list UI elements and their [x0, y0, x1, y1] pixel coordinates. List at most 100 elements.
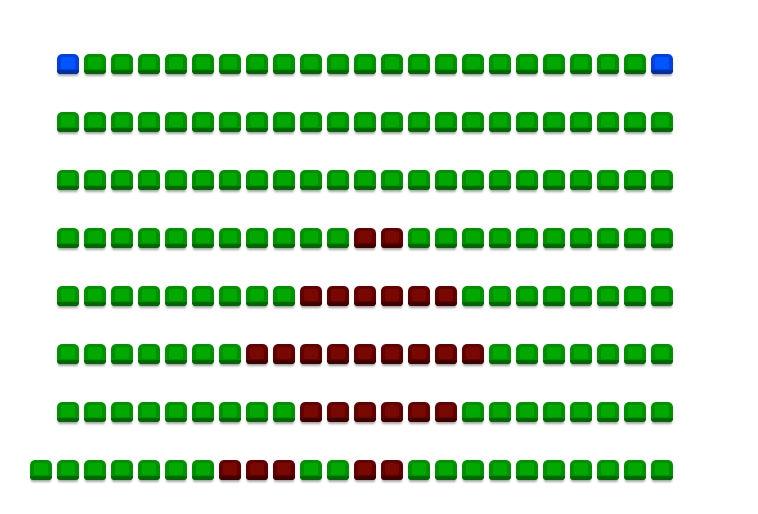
- seat-available[interactable]: [462, 54, 484, 74]
- seat-occupied[interactable]: [381, 344, 403, 364]
- seat-occupied[interactable]: [408, 286, 430, 306]
- seat-available[interactable]: [57, 228, 79, 248]
- seat-available[interactable]: [300, 112, 322, 132]
- seat-available[interactable]: [462, 170, 484, 190]
- seat-available[interactable]: [327, 460, 349, 480]
- seat-available[interactable]: [219, 402, 241, 422]
- seat-available[interactable]: [597, 170, 619, 190]
- seat-occupied[interactable]: [246, 460, 268, 480]
- seat-available[interactable]: [192, 112, 214, 132]
- seat-available[interactable]: [624, 460, 646, 480]
- seat-available[interactable]: [516, 286, 538, 306]
- seat-occupied[interactable]: [462, 344, 484, 364]
- seat-occupied[interactable]: [408, 402, 430, 422]
- seat-available[interactable]: [300, 228, 322, 248]
- seat-available[interactable]: [246, 286, 268, 306]
- seat-available[interactable]: [408, 54, 430, 74]
- seat-occupied[interactable]: [381, 460, 403, 480]
- seat-available[interactable]: [84, 54, 106, 74]
- seat-available[interactable]: [489, 402, 511, 422]
- seat-available[interactable]: [219, 228, 241, 248]
- seat-occupied[interactable]: [354, 228, 376, 248]
- seat-available[interactable]: [354, 170, 376, 190]
- seat-available[interactable]: [597, 286, 619, 306]
- seat-available[interactable]: [435, 228, 457, 248]
- seat-available[interactable]: [138, 460, 160, 480]
- seat-available[interactable]: [138, 54, 160, 74]
- seat-available[interactable]: [543, 344, 565, 364]
- seat-available[interactable]: [570, 112, 592, 132]
- seat-available[interactable]: [192, 228, 214, 248]
- seat-available[interactable]: [138, 112, 160, 132]
- seat-available[interactable]: [489, 228, 511, 248]
- seat-available[interactable]: [165, 228, 187, 248]
- seat-available[interactable]: [57, 402, 79, 422]
- seat-available[interactable]: [489, 170, 511, 190]
- seat-available[interactable]: [543, 286, 565, 306]
- seat-available[interactable]: [462, 112, 484, 132]
- seat-available[interactable]: [192, 286, 214, 306]
- seat-available[interactable]: [543, 402, 565, 422]
- seat-available[interactable]: [489, 286, 511, 306]
- seat-available[interactable]: [165, 402, 187, 422]
- seat-available[interactable]: [624, 54, 646, 74]
- seat-available[interactable]: [597, 344, 619, 364]
- seat-occupied[interactable]: [300, 402, 322, 422]
- seat-available[interactable]: [516, 54, 538, 74]
- seat-available[interactable]: [111, 344, 133, 364]
- seat-available[interactable]: [273, 286, 295, 306]
- seat-available[interactable]: [597, 54, 619, 74]
- seat-available[interactable]: [192, 54, 214, 74]
- seat-available[interactable]: [273, 112, 295, 132]
- seat-available[interactable]: [381, 170, 403, 190]
- seat-available[interactable]: [570, 286, 592, 306]
- seat-available[interactable]: [57, 344, 79, 364]
- seat-available[interactable]: [597, 402, 619, 422]
- seat-available[interactable]: [300, 460, 322, 480]
- seat-available[interactable]: [624, 286, 646, 306]
- seat-occupied[interactable]: [327, 402, 349, 422]
- seat-available[interactable]: [30, 460, 52, 480]
- seat-occupied[interactable]: [300, 286, 322, 306]
- seat-available[interactable]: [651, 402, 673, 422]
- seat-available[interactable]: [651, 228, 673, 248]
- seat-available[interactable]: [435, 460, 457, 480]
- seat-available[interactable]: [570, 170, 592, 190]
- seat-occupied[interactable]: [381, 402, 403, 422]
- seat-available[interactable]: [84, 344, 106, 364]
- seat-available[interactable]: [219, 344, 241, 364]
- seat-occupied[interactable]: [300, 344, 322, 364]
- seat-available[interactable]: [192, 170, 214, 190]
- seat-available[interactable]: [219, 170, 241, 190]
- seat-available[interactable]: [165, 54, 187, 74]
- seat-available[interactable]: [300, 54, 322, 74]
- seat-available[interactable]: [543, 228, 565, 248]
- seat-available[interactable]: [111, 460, 133, 480]
- seat-available[interactable]: [246, 228, 268, 248]
- seat-available[interactable]: [165, 344, 187, 364]
- seat-available[interactable]: [381, 54, 403, 74]
- seat-selected[interactable]: [651, 54, 673, 74]
- seat-available[interactable]: [489, 344, 511, 364]
- seat-available[interactable]: [327, 228, 349, 248]
- seat-available[interactable]: [516, 228, 538, 248]
- seat-available[interactable]: [246, 112, 268, 132]
- seat-available[interactable]: [570, 54, 592, 74]
- seat-available[interactable]: [57, 460, 79, 480]
- seat-available[interactable]: [111, 228, 133, 248]
- seat-available[interactable]: [543, 460, 565, 480]
- seat-available[interactable]: [354, 54, 376, 74]
- seat-available[interactable]: [138, 170, 160, 190]
- seat-occupied[interactable]: [273, 344, 295, 364]
- seat-available[interactable]: [84, 170, 106, 190]
- seat-available[interactable]: [138, 344, 160, 364]
- seat-available[interactable]: [246, 54, 268, 74]
- seat-available[interactable]: [462, 460, 484, 480]
- seat-available[interactable]: [300, 170, 322, 190]
- seat-available[interactable]: [165, 460, 187, 480]
- seat-available[interactable]: [273, 54, 295, 74]
- seat-occupied[interactable]: [354, 460, 376, 480]
- seat-available[interactable]: [624, 402, 646, 422]
- seat-available[interactable]: [246, 402, 268, 422]
- seat-available[interactable]: [165, 112, 187, 132]
